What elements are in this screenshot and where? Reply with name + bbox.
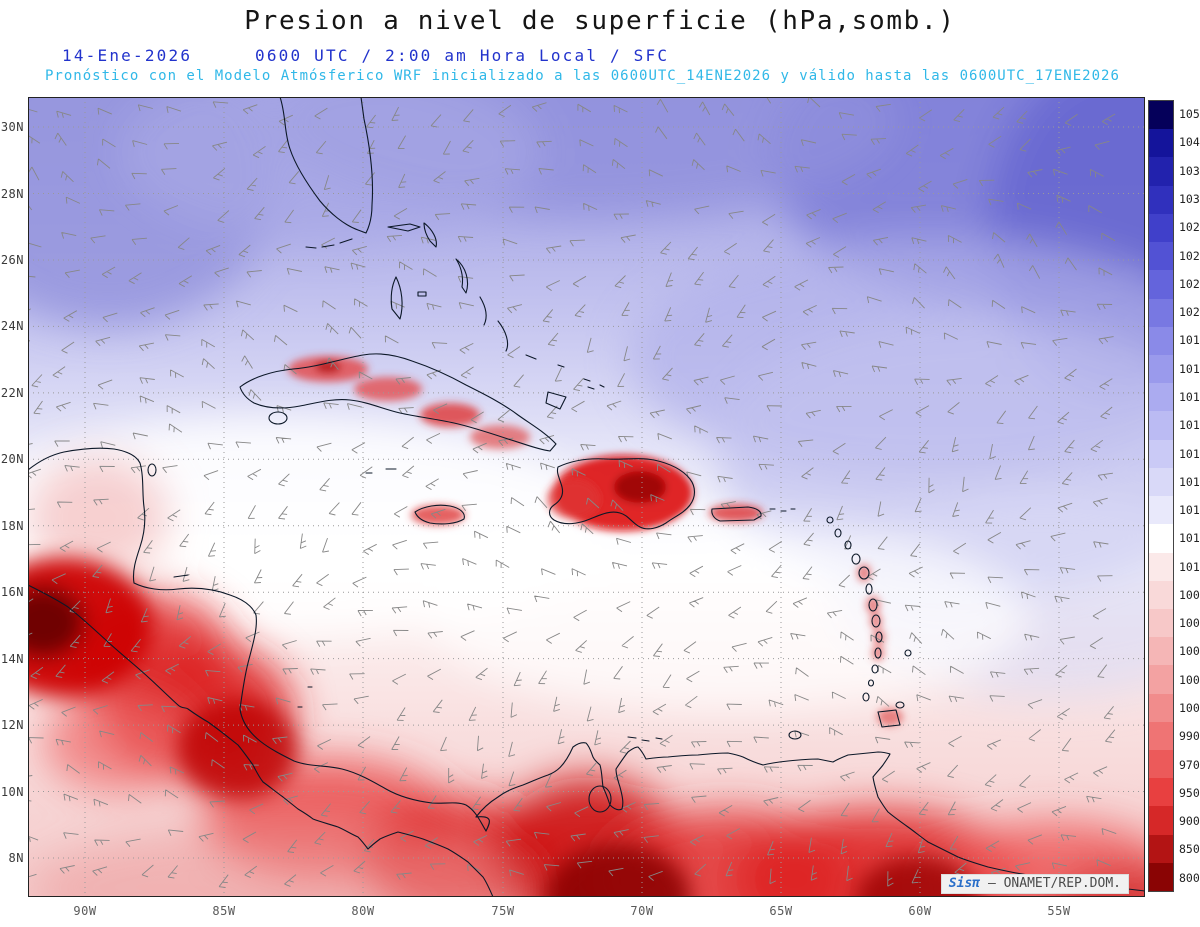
date-label: 14-Ene-2026 [62, 46, 193, 65]
colorbar-label: 1004 [1179, 644, 1200, 659]
colorbar-label: 1020 [1179, 305, 1200, 320]
colorbar-labels: 1050 1040 1035 1030 1028 1025 1022 1020 1019 1018… [1179, 100, 1200, 892]
colorbar-segment [1149, 834, 1173, 863]
datetime-line: 14-Ene-2026 0600 UTC / 2:00 am Hora Loca… [0, 46, 1200, 66]
lon-label: 80W [351, 904, 375, 918]
colorbar-segment [1149, 608, 1173, 638]
watermark-text: – ONAMET/REP.DOM. [987, 876, 1121, 891]
colorbar-segment [1149, 326, 1173, 355]
colorbar-label: 1025 [1179, 248, 1200, 263]
watermark: Sisπ – ONAMET/REP.DOM. [940, 874, 1129, 894]
lon-label: 60W [908, 904, 932, 918]
colorbar-segment [1149, 750, 1173, 779]
colorbar-label: 1016 [1179, 418, 1200, 433]
lat-label: 30N [0, 120, 24, 134]
colorbar-segment [1149, 439, 1173, 468]
colorbar-segment [1149, 467, 1173, 497]
colorbar-segment [1149, 524, 1173, 553]
colorbar-segment [1149, 496, 1173, 525]
lon-label: 65W [769, 904, 793, 918]
lat-label: 8N [8, 851, 24, 865]
lat-label: 18N [0, 518, 24, 533]
forecast-subtitle: Pronóstico con el Modelo Atmósferico WRF… [45, 68, 1120, 84]
colorbar-segment [1149, 157, 1173, 186]
colorbar-label: 1000 [1179, 701, 1200, 716]
colorbar: 1050 1040 1035 1030 1028 1025 1022 1020 1019 1018… [1148, 100, 1200, 892]
lat-label: 12N [0, 718, 24, 733]
colorbar-label: 1019 [1179, 333, 1200, 348]
page-title: Presion a nivel de superficie (hPa,somb.… [244, 6, 956, 36]
colorbar-label: 1006 [1179, 616, 1200, 631]
coastlines-layer [28, 97, 1145, 897]
lat-label: 26N [0, 253, 24, 267]
pressure-map-svg [28, 97, 1145, 897]
lat-label: 24N [0, 319, 24, 334]
colorbar-label: 1002 [1179, 672, 1200, 687]
colorbar-segment [1149, 580, 1173, 609]
lon-label: 85W [212, 904, 236, 918]
colorbar-label: 1050 [1179, 107, 1200, 122]
grid-layer [28, 97, 1145, 897]
lat-label: 10N [0, 784, 24, 799]
colorbar-segment [1149, 383, 1173, 412]
colorbar-label: 950 [1179, 785, 1200, 800]
colorbar-segment [1149, 665, 1173, 694]
colorbar-label: 1017 [1179, 389, 1200, 404]
colorbar-segment [1149, 298, 1173, 327]
lon-label: 90W [73, 904, 97, 918]
colorbar-segment [1149, 637, 1173, 666]
wind-barbs-layer [28, 97, 1117, 888]
lat-label: 20N [0, 452, 24, 467]
lat-label: 14N [0, 651, 24, 666]
colorbar-segment [1149, 693, 1173, 722]
colorbar-label: 1014 [1179, 474, 1200, 489]
colorbar-segment [1149, 213, 1173, 243]
colorbar-label: 900 [1179, 814, 1200, 829]
colorbar-label: 1008 [1179, 587, 1200, 602]
colorbar-label: 1022 [1179, 276, 1200, 291]
colorbar-label: 1012 [1179, 531, 1200, 546]
colorbar-label: 1015 [1179, 446, 1200, 461]
colorbar-segment [1149, 778, 1173, 807]
colorbar-label: 990 [1179, 729, 1200, 744]
colorbar-segment [1149, 862, 1173, 892]
map-canvas: 30N 28N 26N 24N 22N 20N 18N 16N 14N 12N 10N 8N 90W 8… [1, 97, 1145, 918]
pressure-shading-layer [28, 97, 1145, 897]
colorbar-segment [1149, 242, 1173, 271]
wind-barbs-path [28, 97, 1117, 888]
lat-label: 28N [0, 186, 24, 201]
colorbar-label: 800 [1179, 870, 1200, 885]
colorbar-segment [1149, 354, 1173, 384]
colorbar-label: 1013 [1179, 503, 1200, 518]
colorbar-label: 1030 [1179, 191, 1200, 206]
colorbar-label: 1028 [1179, 220, 1200, 235]
colorbar-label: 1035 [1179, 163, 1200, 178]
colorbar-swatches [1148, 100, 1174, 892]
colorbar-segment [1149, 101, 1173, 130]
colorbar-segment [1149, 721, 1173, 751]
colorbar-label: 1040 [1179, 135, 1200, 150]
lon-label: 75W [491, 904, 515, 918]
colorbar-label: 850 [1179, 842, 1200, 857]
colorbar-label: 1010 [1179, 559, 1200, 574]
lat-label: 22N [0, 385, 24, 400]
time-label: 0600 UTC / 2:00 am Hora Local / SFC [255, 46, 670, 65]
map-frame [28, 97, 1145, 897]
lon-label: 70W [630, 904, 654, 918]
colorbar-label: 970 [1179, 757, 1200, 772]
colorbar-segment [1149, 806, 1173, 835]
watermark-brand: Sisπ [948, 876, 981, 891]
colorbar-segment [1149, 270, 1173, 299]
colorbar-segment [1149, 129, 1173, 158]
colorbar-segment [1149, 411, 1173, 440]
colorbar-segment [1149, 185, 1173, 214]
lon-label: 55W [1047, 904, 1071, 918]
colorbar-label: 1018 [1179, 361, 1200, 376]
colorbar-segment [1149, 552, 1173, 581]
lat-label: 16N [0, 585, 24, 600]
